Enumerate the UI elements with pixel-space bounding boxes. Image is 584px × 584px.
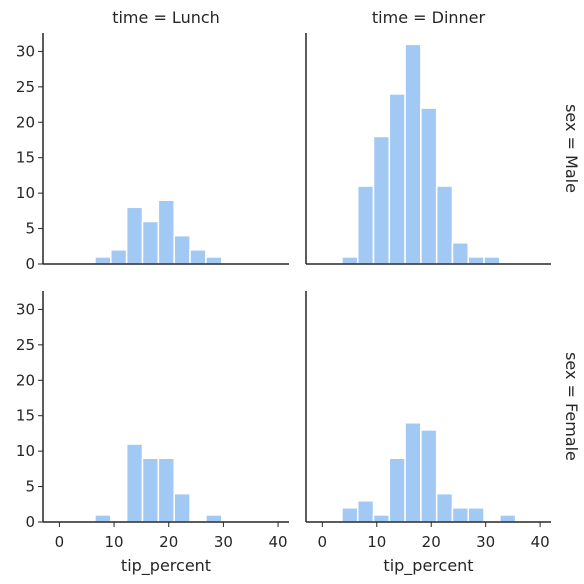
histogram-bar	[499, 514, 517, 523]
y-tick-label: 25	[16, 336, 35, 354]
histogram-bar	[205, 514, 223, 523]
x-tick-label: 10	[105, 533, 124, 551]
y-tick-label: 30	[16, 42, 35, 60]
y-tick-label: 0	[25, 513, 35, 531]
histogram-bar	[467, 507, 485, 523]
histogram-bar	[173, 234, 191, 265]
histogram-bar	[341, 507, 359, 523]
y-tick-label: 20	[16, 371, 35, 389]
histogram-bar	[388, 93, 406, 265]
histogram-bar	[451, 507, 469, 523]
y-tick-label: 15	[16, 407, 35, 425]
histogram-bar	[483, 256, 501, 265]
y-tick-label: 25	[16, 78, 35, 96]
histogram-bar	[125, 443, 144, 523]
histogram-bar	[205, 256, 223, 265]
histogram-bar	[372, 135, 391, 265]
y-tick-label: 30	[16, 300, 35, 318]
x-tick-label: 30	[476, 533, 495, 551]
y-tick-label: 15	[16, 149, 35, 167]
histogram-bar	[356, 185, 375, 265]
panel-0-0: 0 5 10 15 20 25 30	[16, 33, 289, 273]
x-tick-label: 40	[531, 533, 550, 551]
column-title-dinner: time = Dinner	[372, 8, 486, 27]
histogram-bar	[356, 499, 375, 523]
row-title-female: sex = Female	[562, 352, 581, 461]
histogram-bar	[125, 206, 144, 265]
x-tick-label: 0	[318, 533, 328, 551]
histogram-bar	[435, 492, 454, 523]
histogram-bar	[94, 514, 112, 523]
x-tick-label: 20	[159, 533, 178, 551]
histogram-bar	[173, 492, 191, 523]
histogram-bar	[404, 422, 422, 523]
histogram-bar	[467, 256, 485, 265]
panel-1-1: 0 10 20 30 40	[305, 291, 551, 551]
histogram-bar	[141, 457, 160, 523]
histogram-bar	[420, 429, 438, 523]
x-tick-label: 40	[269, 533, 288, 551]
histogram-bar	[341, 256, 359, 265]
y-tick-label: 20	[16, 113, 35, 131]
x-axis-label-left: tip_percent	[121, 556, 211, 576]
panel-0-1	[305, 33, 551, 265]
histogram-bar	[451, 241, 469, 265]
histogram-bar	[141, 220, 160, 265]
histogram-bar	[435, 185, 454, 265]
histogram-bar	[157, 199, 175, 265]
histogram-bar	[420, 107, 438, 265]
y-tick-label: 5	[25, 220, 35, 238]
y-tick-label: 0	[25, 255, 35, 273]
column-title-lunch: time = Lunch	[112, 8, 220, 27]
x-tick-label: 20	[422, 533, 441, 551]
histogram-bar	[189, 249, 207, 265]
x-tick-label: 0	[55, 533, 65, 551]
y-tick-label: 5	[25, 478, 35, 496]
y-tick-label: 10	[16, 184, 35, 202]
x-tick-label: 10	[367, 533, 386, 551]
histogram-bar	[388, 457, 406, 523]
y-tick-label: 10	[16, 442, 35, 460]
x-axis-label-right: tip_percent	[383, 556, 473, 576]
panel-1-0: 0 5 10 15 20 25 30 0 10 20 30 40	[16, 291, 289, 551]
histogram-bar	[404, 43, 422, 265]
histogram-bar	[94, 256, 112, 265]
histogram-bar	[110, 249, 128, 265]
x-tick-label: 30	[214, 533, 233, 551]
row-title-male: sex = Male	[562, 104, 581, 193]
histogram-bar	[372, 514, 391, 523]
histogram-bar	[157, 457, 175, 523]
